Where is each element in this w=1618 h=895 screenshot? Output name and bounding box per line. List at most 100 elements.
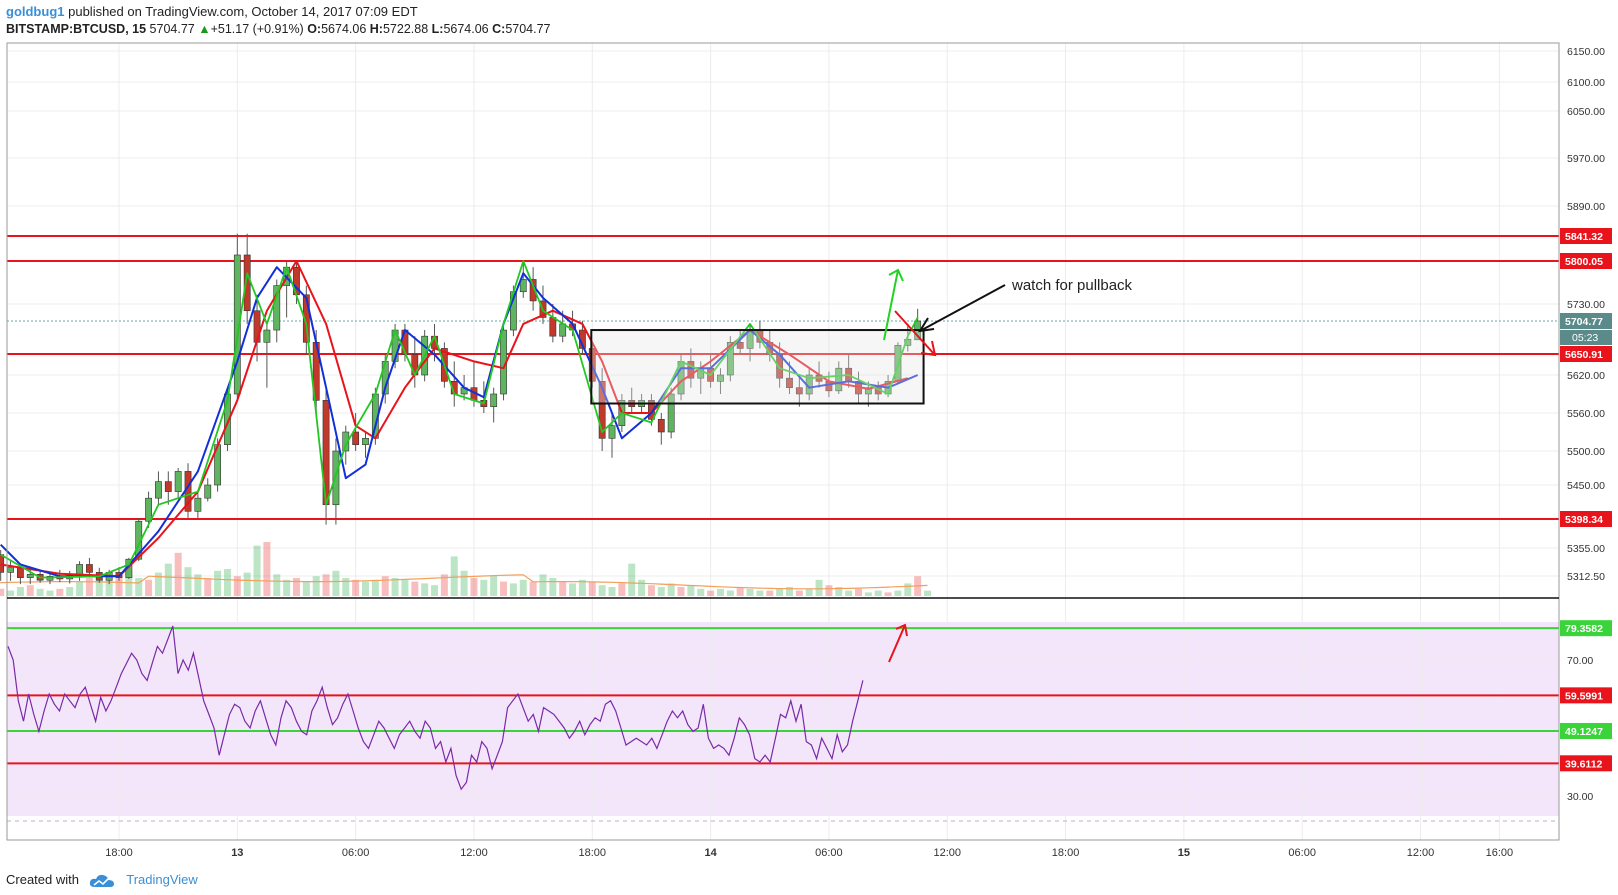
candle-body: [657, 419, 665, 433]
volume-bar: [352, 579, 360, 596]
candle-body: [164, 481, 172, 492]
volume-ma-line: [0, 574, 928, 590]
volume-bar: [884, 592, 892, 596]
volume-bar: [263, 542, 271, 596]
candle-body: [864, 387, 872, 395]
level-price-label: 5800.05: [1565, 256, 1603, 268]
volume-bar: [66, 587, 74, 596]
price-tick-label: 5730.00: [1567, 299, 1605, 311]
level-price-tag: [1560, 228, 1612, 244]
volume-bar: [628, 563, 636, 596]
open-value: 5674.06: [321, 22, 367, 36]
volume-bar: [805, 588, 813, 596]
level-price-tag: [1560, 511, 1612, 527]
volume-bar: [894, 590, 902, 596]
volume-bar: [16, 587, 24, 596]
volume-bar: [125, 570, 133, 596]
candle-body: [7, 566, 14, 573]
candle-body: [26, 574, 34, 578]
volume-bar: [618, 583, 626, 596]
low-value: 5674.06: [443, 22, 489, 36]
volume-bar: [647, 585, 655, 596]
time-tick-label: 06:00: [1288, 847, 1316, 859]
candle-body: [352, 431, 360, 445]
volume-bar: [638, 579, 646, 596]
last-price: 5704.77: [149, 22, 195, 36]
level-lines: [7, 235, 1559, 520]
volume-bar: [539, 574, 547, 596]
tradingview-brand[interactable]: TradingView: [126, 872, 198, 887]
ema-red-line: [0, 260, 909, 578]
volume-bar: [726, 590, 734, 596]
rsi-red-up-arrow: [888, 624, 906, 663]
volume-bar: [26, 585, 34, 596]
price-change: +51.17 (+0.91%): [210, 22, 304, 36]
time-tick-label: 18:00: [579, 847, 607, 859]
price-tick-label: 5890.00: [1567, 201, 1605, 213]
candle-body: [204, 484, 212, 499]
black-arrow-head: [918, 317, 935, 333]
volume-bar: [677, 587, 685, 596]
candle-body: [145, 497, 152, 522]
candle-body: [835, 367, 843, 392]
price-tick-label: 5560.00: [1567, 408, 1605, 420]
candle-body: [687, 361, 695, 379]
volume-bar: [835, 587, 843, 596]
rsi-level-label: 39.6112: [1565, 758, 1603, 770]
volume-bar: [233, 576, 241, 596]
rsi-level-tag: [1560, 687, 1612, 704]
candle-body: [0, 554, 5, 573]
volume-bar: [273, 574, 281, 596]
candle-body: [549, 317, 557, 337]
footer: Created with TradingView: [6, 872, 198, 889]
consolidation-box: [590, 329, 925, 405]
candle-body: [736, 342, 744, 349]
time-tick-label: 15: [1178, 847, 1190, 859]
annotation-text: watch for pullback: [1011, 277, 1133, 294]
red-down-arrow: [894, 310, 936, 356]
volume-bar: [569, 583, 577, 596]
candle-body: [362, 438, 369, 445]
volume-bar: [904, 583, 912, 596]
volume-bar: [105, 579, 113, 596]
volume-bar: [431, 585, 439, 596]
volume-bar: [736, 587, 744, 596]
time-tick-label: 06:00: [815, 847, 843, 859]
candle-body: [174, 471, 182, 492]
countdown-tag: [1560, 330, 1612, 345]
volume-bar: [95, 574, 103, 596]
candle-body: [302, 294, 310, 343]
level-price-tag: [1560, 253, 1612, 269]
time-tick-label: 12:00: [933, 847, 961, 859]
volume-bars: [0, 542, 932, 596]
countdown-label: 05:23: [1572, 332, 1598, 344]
rsi-line: [7, 625, 864, 791]
green-up-arrow: [883, 269, 899, 341]
candle-body: [490, 393, 498, 407]
level-price-label: 5398.34: [1565, 514, 1603, 526]
candle-body: [667, 393, 675, 433]
volume-bar: [519, 579, 527, 596]
created-with-text: Created with: [6, 872, 79, 887]
tradingview-cloud-icon: [89, 874, 114, 887]
volume-bar: [154, 572, 162, 596]
candle-body: [332, 450, 340, 506]
author-name[interactable]: goldbug1: [6, 4, 65, 19]
annotation-arrows: watch for pullback: [883, 268, 1133, 663]
rsi-level-tag: [1560, 722, 1612, 739]
candle-body: [608, 425, 616, 439]
volume-bar: [756, 590, 764, 596]
high-value: 5722.88: [382, 22, 429, 36]
level-price-label: 5841.32: [1565, 231, 1603, 243]
candle-body: [904, 338, 912, 346]
candle-body: [194, 497, 202, 512]
volume-bar: [766, 590, 774, 596]
volume-bar: [500, 581, 508, 596]
time-axis: 18:00 13 06:00 12:00 18:00 14 06:00 12:00 18:00 1…: [105, 847, 1513, 859]
candle-body: [786, 377, 793, 388]
rsi-level-tag: [1560, 620, 1612, 637]
ema-green-line: [0, 260, 919, 579]
price-tick-label: 5620.00: [1567, 370, 1605, 382]
candle-body: [263, 329, 271, 343]
